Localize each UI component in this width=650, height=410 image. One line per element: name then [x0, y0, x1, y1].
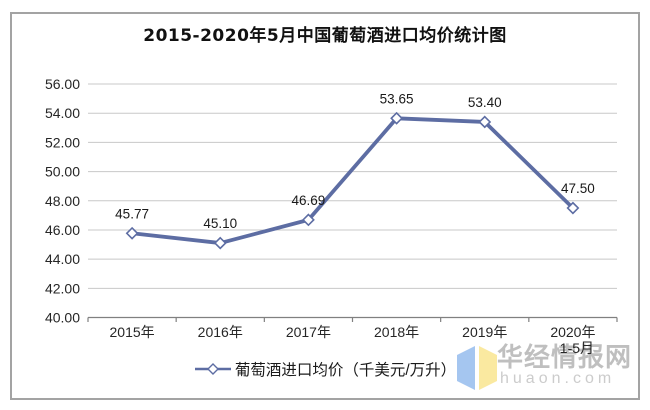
x-axis-label: 2020年	[550, 324, 595, 340]
y-axis-label: 48.00	[45, 193, 80, 209]
x-axis-sublabel: 1-5月	[560, 340, 594, 356]
data-point-marker	[301, 213, 315, 227]
price-line	[130, 116, 575, 245]
watermark-book-icon	[457, 346, 497, 390]
x-axis-label: 2015年	[110, 324, 155, 340]
y-axis-label: 42.00	[45, 280, 80, 296]
y-axis-label: 56.00	[45, 76, 80, 92]
y-axis-label: 52.00	[45, 134, 80, 150]
data-point-label: 53.40	[468, 95, 502, 110]
y-axis-label: 44.00	[45, 251, 80, 267]
data-point-marker	[566, 201, 580, 215]
chart-title: 2015-2020年5月中国葡萄酒进口均价统计图	[143, 26, 507, 46]
data-point-marker	[478, 115, 492, 129]
y-axis-label: 50.00	[45, 164, 80, 180]
data-point-label: 45.10	[203, 216, 237, 231]
legend-label: 葡萄酒进口均价（千美元/万升）	[234, 362, 457, 379]
legend: 葡萄酒进口均价（千美元/万升）	[0, 358, 650, 380]
watermark: 华经情报网 huaon.com	[455, 336, 640, 398]
y-axis-label: 54.00	[45, 105, 80, 121]
data-point-label: 47.50	[561, 181, 595, 196]
y-axis-label: 46.00	[45, 222, 80, 238]
data-point-marker	[213, 236, 227, 250]
data-point-marker	[125, 226, 139, 240]
chart-border	[10, 12, 640, 400]
data-point-marker	[390, 111, 404, 125]
x-axis-label: 2016年	[198, 324, 243, 340]
data-point-label: 53.65	[380, 91, 414, 106]
watermark-name: 华经情报网	[497, 342, 633, 372]
legend-marker-icon	[194, 363, 231, 375]
x-axis-label: 2018年	[374, 324, 419, 340]
data-point-label: 46.69	[292, 193, 326, 208]
x-axis-label: 2017年	[286, 324, 331, 340]
x-axis-label: 2019年	[462, 324, 507, 340]
data-point-label: 45.77	[115, 206, 149, 221]
watermark-domain: huaon.com	[500, 370, 616, 387]
y-axis-label: 40.00	[45, 310, 80, 326]
